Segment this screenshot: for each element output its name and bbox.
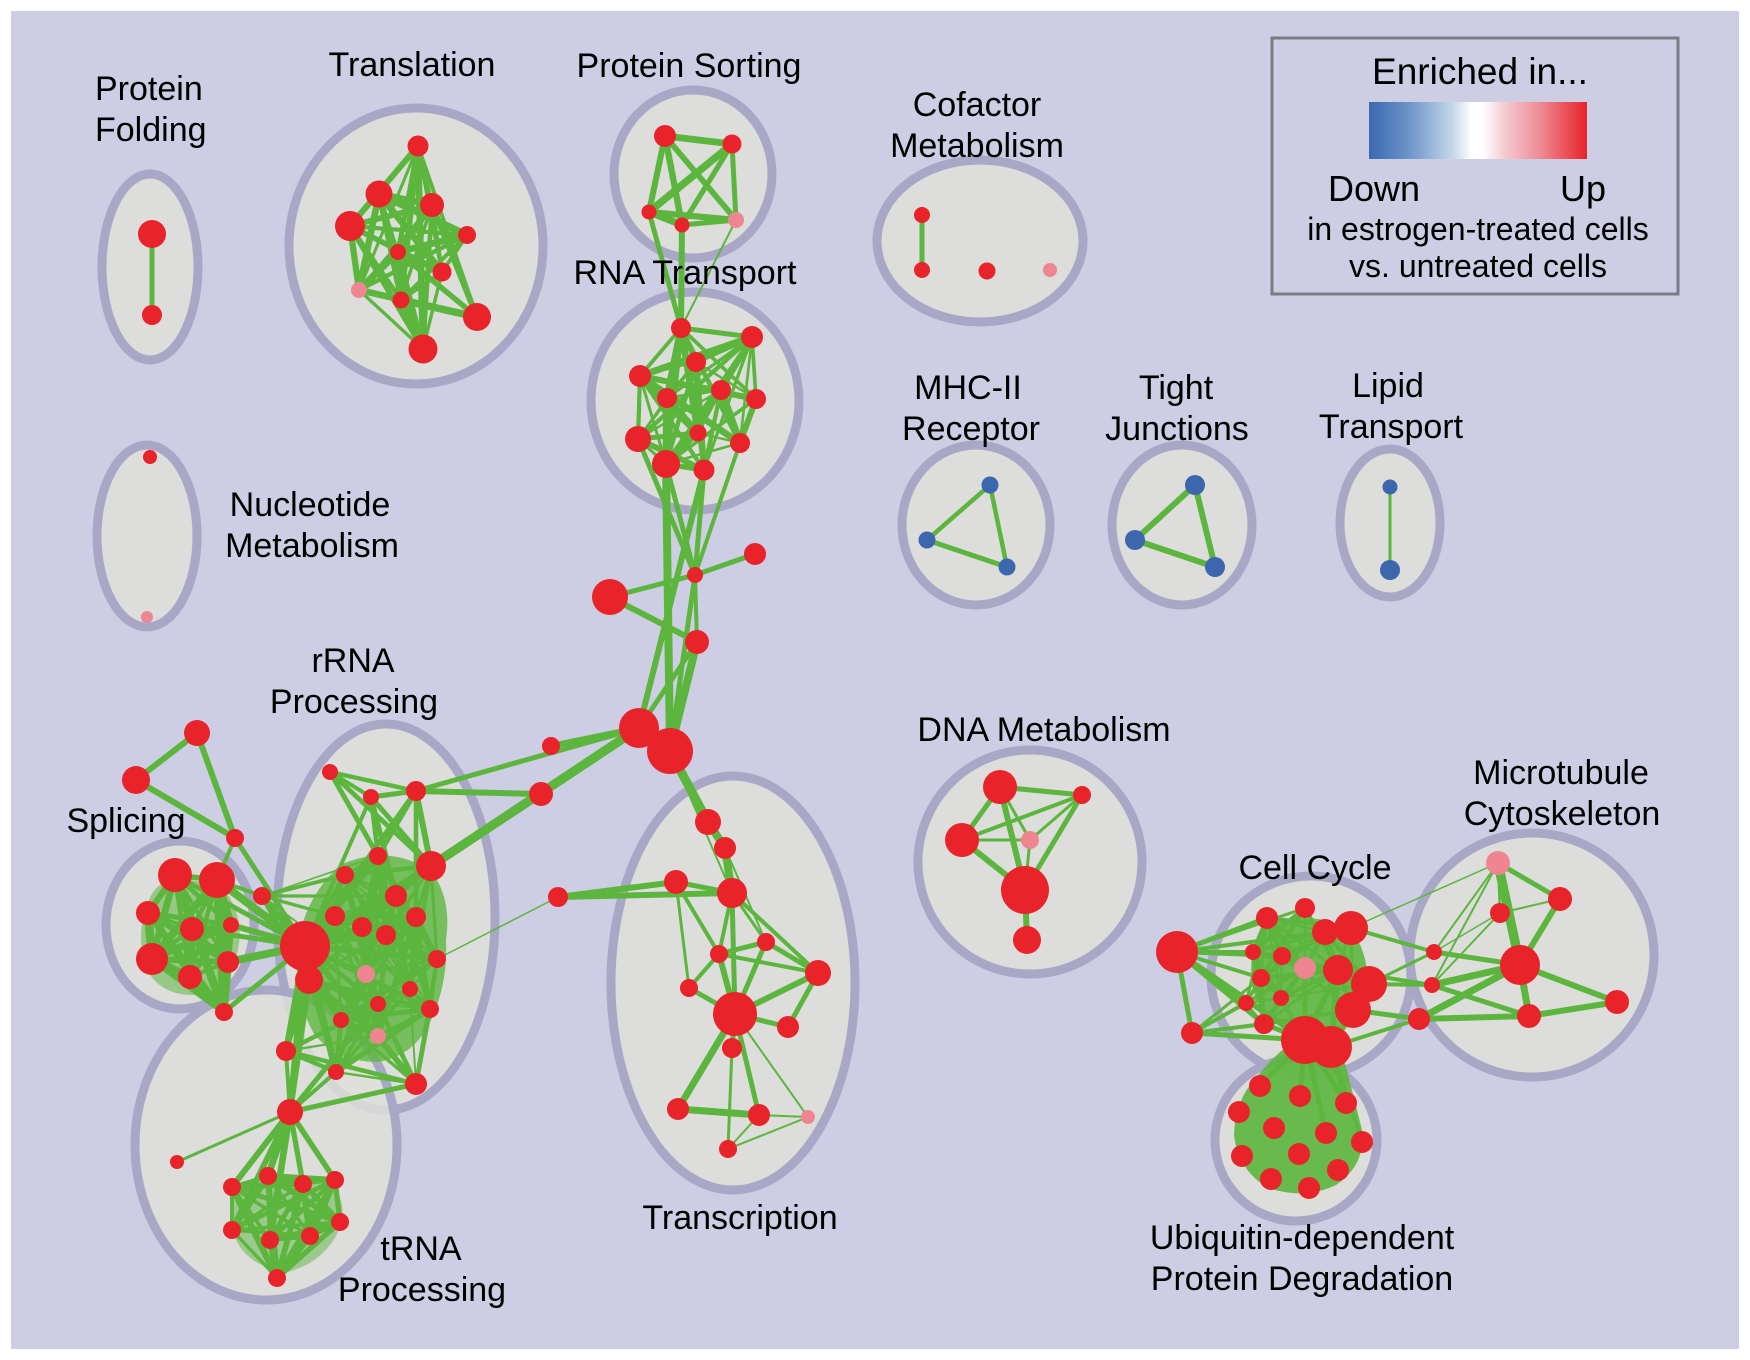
- svg-text:Protein Degradation: Protein Degradation: [1151, 1260, 1453, 1298]
- svg-text:tRNA: tRNA: [380, 1230, 462, 1268]
- svg-text:Protein Sorting: Protein Sorting: [577, 47, 802, 85]
- svg-text:Lipid: Lipid: [1352, 367, 1424, 405]
- svg-text:Tight: Tight: [1139, 369, 1214, 407]
- svg-text:Splicing: Splicing: [66, 802, 185, 840]
- svg-text:Cytoskeleton: Cytoskeleton: [1464, 795, 1661, 833]
- svg-text:Folding: Folding: [95, 111, 207, 149]
- svg-text:DNA Metabolism: DNA Metabolism: [917, 711, 1170, 749]
- svg-text:MHC-II: MHC-II: [914, 369, 1022, 407]
- svg-text:Nucleotide: Nucleotide: [230, 486, 391, 524]
- svg-text:Down: Down: [1328, 168, 1420, 209]
- svg-text:in estrogen-treated cells: in estrogen-treated cells: [1307, 211, 1649, 247]
- svg-text:Processing: Processing: [338, 1271, 506, 1309]
- svg-text:Junctions: Junctions: [1105, 410, 1249, 448]
- svg-text:vs. untreated cells: vs. untreated cells: [1349, 248, 1607, 284]
- svg-text:Protein: Protein: [95, 70, 203, 108]
- svg-text:Cell Cycle: Cell Cycle: [1238, 849, 1391, 887]
- svg-text:Cofactor: Cofactor: [913, 86, 1042, 124]
- svg-text:Transport: Transport: [1319, 408, 1464, 446]
- svg-text:rRNA: rRNA: [311, 642, 394, 680]
- svg-text:Up: Up: [1560, 168, 1606, 209]
- svg-text:Metabolism: Metabolism: [225, 527, 399, 565]
- svg-text:Receptor: Receptor: [902, 410, 1040, 448]
- svg-text:Translation: Translation: [329, 46, 496, 84]
- svg-text:Enriched in...: Enriched in...: [1372, 51, 1588, 92]
- svg-text:Metabolism: Metabolism: [890, 127, 1064, 165]
- svg-text:Microtubule: Microtubule: [1473, 754, 1649, 792]
- svg-text:RNA Transport: RNA Transport: [574, 254, 798, 292]
- svg-text:Ubiquitin-dependent: Ubiquitin-dependent: [1150, 1219, 1455, 1257]
- svg-text:Transcription: Transcription: [642, 1199, 837, 1237]
- svg-text:Processing: Processing: [270, 683, 438, 721]
